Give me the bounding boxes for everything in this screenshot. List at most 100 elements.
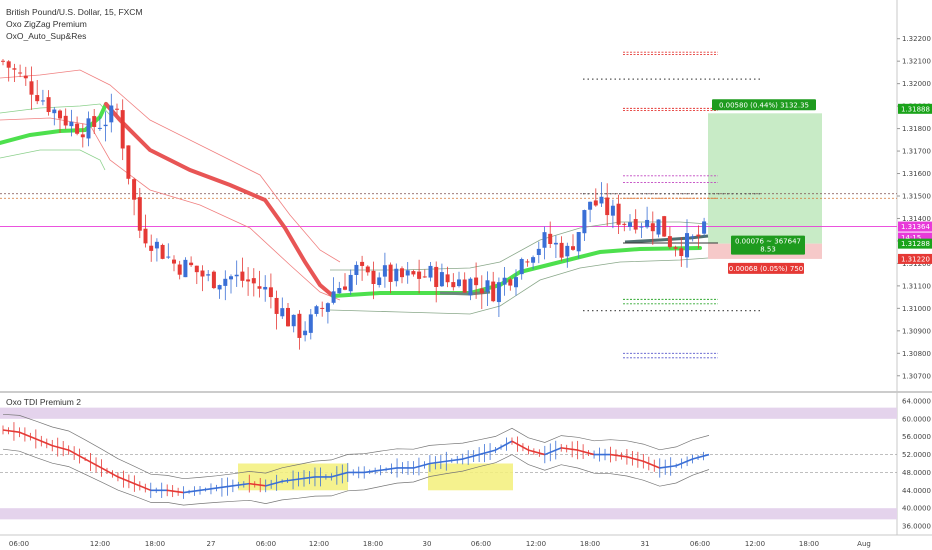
tdi-y-tick-label: 60.0000 xyxy=(902,415,931,423)
y-tick-label: 1.31000 xyxy=(902,305,931,313)
candle-body xyxy=(177,264,182,275)
candle-body xyxy=(548,233,553,244)
price-pane[interactable] xyxy=(0,58,718,350)
candle-body xyxy=(200,270,205,277)
candle-body xyxy=(565,245,570,257)
x-tick-label: 12:00 xyxy=(90,540,110,548)
candle-body xyxy=(571,246,575,250)
tdi-lower-band xyxy=(2,448,710,506)
candle-body xyxy=(172,259,176,264)
candle-body xyxy=(645,219,650,228)
candle-body xyxy=(519,259,524,275)
candle-body xyxy=(428,265,433,278)
x-tick-label: 18:00 xyxy=(580,540,600,548)
candle-body xyxy=(154,241,159,249)
tdi-y-tick-label: 64.0000 xyxy=(902,397,931,405)
candle-body xyxy=(132,179,137,200)
price-label-box xyxy=(898,221,932,232)
candle-body xyxy=(274,297,279,314)
tdi-signal-segment xyxy=(52,444,69,451)
candle-body xyxy=(348,274,353,292)
tdi-signal-segment xyxy=(167,489,184,494)
candle-body xyxy=(58,110,62,119)
tdi-signal-segment xyxy=(199,487,217,492)
candle-body xyxy=(496,282,501,303)
candle-body xyxy=(400,268,404,278)
candle-body xyxy=(628,222,632,227)
ema-green-segment-2 xyxy=(331,246,702,298)
x-tick-label: 27 xyxy=(207,540,216,548)
candle-body xyxy=(18,72,23,74)
envelope-upper xyxy=(0,69,341,263)
candle-body xyxy=(92,116,97,127)
candle-body xyxy=(605,197,610,216)
candle-body xyxy=(439,272,444,287)
candle-body xyxy=(314,306,319,314)
candle-body xyxy=(599,196,604,204)
tdi-signal-segment xyxy=(35,438,53,447)
candle-body xyxy=(137,197,142,231)
candle-body xyxy=(650,223,655,232)
candle-body xyxy=(246,279,251,282)
indicator-zigzag-label[interactable]: Oxo ZigZag Premium xyxy=(6,19,87,29)
tdi-signal-segment xyxy=(643,460,661,469)
y-tick-label: 1.32000 xyxy=(902,80,931,88)
x-tick-label: 06:00 xyxy=(9,540,29,548)
stop-label-text: 0.00068 (0.05%) 750 xyxy=(729,265,803,273)
tdi-title[interactable]: Oxo TDI Premium 2 xyxy=(6,397,81,407)
candle-body xyxy=(417,271,422,279)
tdi-signal-segment xyxy=(413,462,431,469)
time-axis[interactable]: 06:00 12:00 18:00 27 06:00 12:00 18:00 30 06:00 1… xyxy=(9,540,871,548)
y-tick-label: 1.32200 xyxy=(902,35,931,43)
candle-body xyxy=(97,127,102,129)
candle-body xyxy=(223,278,228,286)
candle-body xyxy=(234,274,239,277)
tdi-signal-segment xyxy=(659,464,677,469)
tdi-band xyxy=(0,407,897,419)
tdi-y-tick-label: 56.0000 xyxy=(902,433,931,441)
tdi-y-tick-label: 44.0000 xyxy=(902,487,931,495)
price-label-box xyxy=(898,103,932,114)
candle-body xyxy=(536,248,541,255)
candle-body xyxy=(126,145,131,179)
tdi-signal-segment xyxy=(84,458,102,469)
candle-body xyxy=(189,262,194,266)
candle-body xyxy=(211,271,216,289)
indicator-supres-label[interactable]: OxO_Auto_Sup&Res xyxy=(6,31,87,41)
candle-body xyxy=(263,286,268,290)
tdi-signal-segment xyxy=(216,485,233,489)
risk-reward-label-text: 0.00076 ~ 367647 xyxy=(735,238,801,246)
y-tick-label: 1.31100 xyxy=(902,282,931,290)
tdi-signal-segment xyxy=(19,431,37,440)
tdi-signal-segment xyxy=(462,453,480,460)
candle-body xyxy=(702,221,707,234)
candle-body xyxy=(6,61,11,68)
green-envelope-lower xyxy=(0,149,106,171)
x-tick-label: 06:00 xyxy=(471,540,491,548)
candle-body xyxy=(588,201,593,210)
candle-body xyxy=(80,134,85,138)
stop-label-box xyxy=(728,262,804,274)
tdi-pane[interactable] xyxy=(0,407,897,520)
y-tick-label: 1.30900 xyxy=(902,327,931,335)
candle-body xyxy=(696,234,701,237)
candle-body xyxy=(46,97,51,113)
candle-body xyxy=(120,110,125,149)
price-label-box xyxy=(898,253,932,264)
symbol-title[interactable]: British Pound/U.S. Dollar, 15, FXCM xyxy=(6,7,143,17)
candle-body xyxy=(115,108,119,110)
tdi-signal-segment xyxy=(101,467,119,478)
candle-body xyxy=(502,277,507,285)
candle-body xyxy=(673,247,678,249)
tdi-signal-segment xyxy=(692,453,710,460)
candle-body xyxy=(320,307,325,309)
position-target-zone xyxy=(708,113,822,244)
candle-body xyxy=(251,278,256,284)
y-tick-label: 1.31700 xyxy=(902,148,931,156)
candle-body xyxy=(149,245,154,251)
tdi-y-tick-label: 52.0000 xyxy=(902,451,931,459)
candle-body xyxy=(462,279,467,293)
tdi-signal-segment xyxy=(577,449,595,456)
tdi-signal-segment xyxy=(380,467,398,471)
